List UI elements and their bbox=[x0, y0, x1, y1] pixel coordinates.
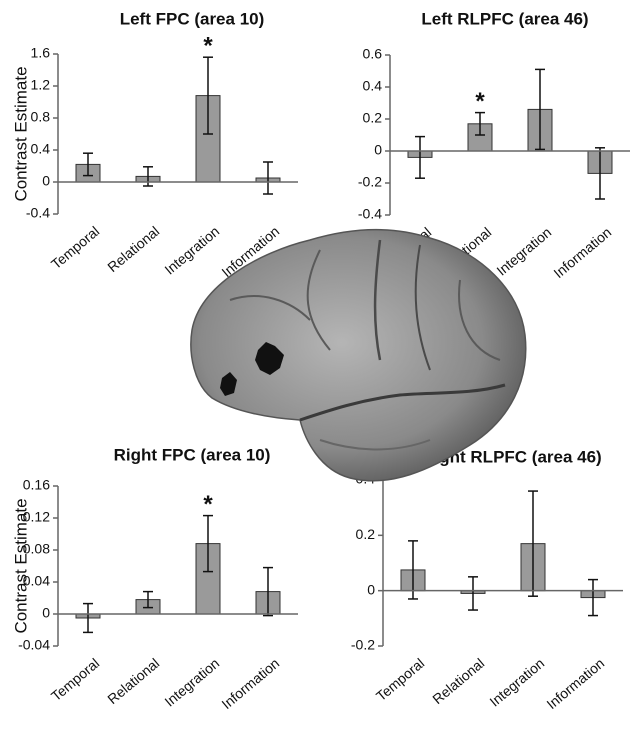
x-tick-label: Relational bbox=[104, 223, 162, 275]
y-tick-label: -0.2 bbox=[358, 174, 382, 190]
x-tick-label: Temporal bbox=[48, 655, 102, 704]
y-tick-label: -0.4 bbox=[358, 206, 382, 222]
x-tick-label: Temporal bbox=[48, 223, 102, 272]
y-tick-label: 1.6 bbox=[31, 45, 51, 61]
x-tick-label: Relational bbox=[429, 655, 487, 707]
y-tick-label: 0 bbox=[42, 173, 50, 189]
x-tick-label: Information bbox=[543, 655, 607, 712]
x-tick-label: Integration bbox=[161, 223, 222, 278]
significance-marker: * bbox=[203, 33, 213, 60]
x-tick-label: Integration bbox=[493, 224, 554, 279]
y-axis-label: Contrast Estimate bbox=[11, 66, 30, 201]
x-tick-label: Integration bbox=[486, 655, 547, 710]
y-tick-label: 0 bbox=[42, 605, 50, 621]
y-tick-label: -0.04 bbox=[18, 637, 50, 653]
y-tick-label: 0 bbox=[367, 581, 375, 597]
y-tick-label: 0.12 bbox=[23, 509, 50, 525]
significance-marker: * bbox=[475, 88, 485, 115]
x-tick-label: Information bbox=[218, 655, 282, 712]
y-tick-label: 0.2 bbox=[363, 110, 383, 126]
x-tick-label: Information bbox=[550, 224, 614, 281]
y-tick-label: 1.2 bbox=[31, 77, 51, 93]
chart-title: Left FPC (area 10) bbox=[120, 9, 265, 28]
y-tick-label: 0 bbox=[374, 142, 382, 158]
x-tick-label: Relational bbox=[104, 655, 162, 707]
y-tick-label: 0.08 bbox=[23, 541, 50, 557]
y-tick-label: 0.6 bbox=[363, 46, 383, 62]
figure: Left FPC (area 10) Contrast Estimate -0.4 0… bbox=[0, 0, 631, 732]
y-tick-label: 0.16 bbox=[23, 477, 50, 493]
x-tick-label: Temporal bbox=[373, 655, 427, 704]
y-tick-label: 0.4 bbox=[31, 141, 51, 157]
chart-title: Right FPC (area 10) bbox=[114, 445, 271, 464]
x-tick-label: Integration bbox=[161, 655, 222, 710]
significance-marker: * bbox=[203, 491, 213, 518]
chart-title: Left RLPFC (area 46) bbox=[421, 9, 588, 28]
y-tick-label: 0.04 bbox=[23, 573, 50, 589]
y-tick-label: 0.2 bbox=[356, 526, 376, 542]
y-tick-label: 0.4 bbox=[363, 78, 383, 94]
y-tick-label: -0.2 bbox=[351, 637, 375, 653]
y-tick-label: -0.4 bbox=[26, 205, 50, 221]
y-tick-label: 0.8 bbox=[31, 109, 51, 125]
